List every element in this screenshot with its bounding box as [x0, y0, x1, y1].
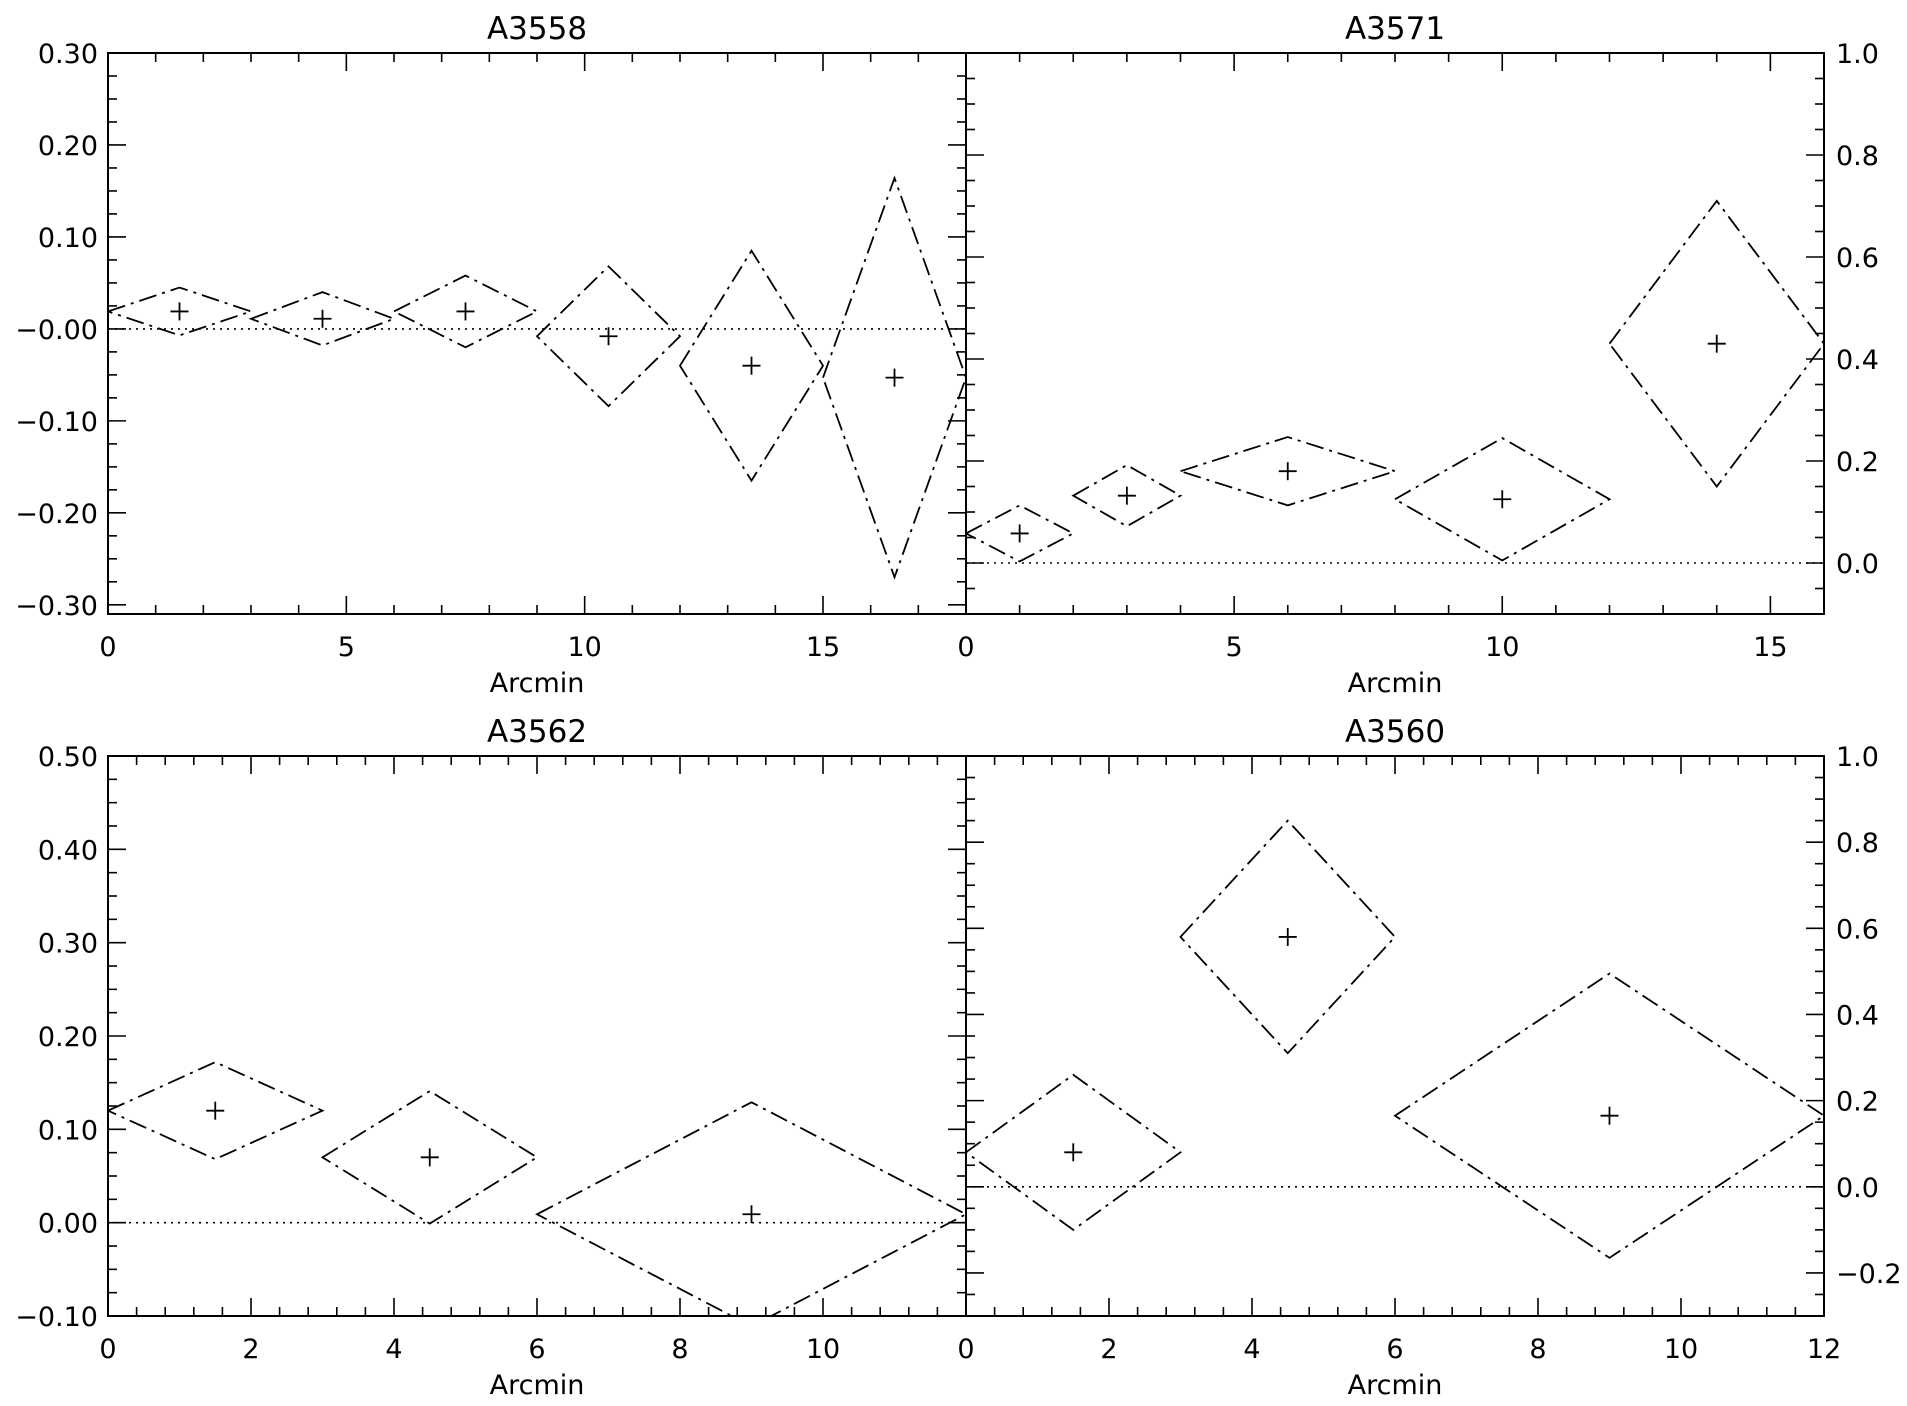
- x-tick-label: 10: [1485, 632, 1519, 663]
- y-tick-label: −0.10: [15, 407, 98, 438]
- panel-title: A3560: [1345, 714, 1445, 750]
- data-points: [966, 199, 1824, 563]
- plot-frame: [965, 755, 1825, 1317]
- error-diamond: [1179, 819, 1397, 1055]
- error-diamond: [108, 1061, 325, 1161]
- panel-title: A3571: [1345, 11, 1445, 47]
- x-tick-label: 10: [806, 1334, 840, 1365]
- x-tick-label: 0: [957, 632, 974, 663]
- plot-frame: [965, 52, 1825, 615]
- y-tick-label: 0.8: [1836, 828, 1879, 859]
- y-tick-label: 0.20: [38, 1022, 98, 1053]
- panel-title: A3558: [487, 11, 587, 47]
- y-tick-label: 0.2: [1836, 447, 1879, 478]
- x-tick-label: 8: [671, 1334, 688, 1365]
- x-tick-label: 5: [1226, 632, 1243, 663]
- y-tick-label: 0.4: [1836, 1000, 1879, 1031]
- x-tick-label: 6: [1386, 1334, 1403, 1365]
- panel-a3558: A3558 0 5 10 15 Arcmin 0.30 0.20 0.10 −0.00 −0.10 −…: [15, 11, 967, 699]
- y-tick-label: 0.10: [38, 223, 98, 254]
- y-tick-label: 0.30: [38, 39, 98, 70]
- error-diamond: [1608, 199, 1824, 488]
- y-tick-label: 1.0: [1836, 742, 1879, 773]
- error-diamond: [1071, 464, 1183, 528]
- x-tick-label: 10: [567, 632, 601, 663]
- error-diamond: [535, 265, 682, 408]
- error-diamond: [1393, 972, 1824, 1259]
- plot-frame: [107, 52, 967, 615]
- panel-a3562: A3562 0 2 4 6 8 10 Arcmin 0.50 0.40 0.30 0.20 0.10 0.…: [15, 714, 967, 1401]
- panel-a3560: A3560 0 2 4 6 8 10 12 Arcmin 1.0 0.8 0.6 0.4 0.2 0.0 −0…: [957, 714, 1901, 1401]
- x-tick-label: 12: [1807, 1334, 1841, 1365]
- x-axis-label: Arcmin: [1348, 1370, 1443, 1401]
- y-tick-label: 0.10: [38, 1115, 98, 1146]
- y-tick-label: 0.8: [1836, 141, 1879, 172]
- x-tick-label: 15: [806, 632, 840, 663]
- panel-a3571: A3571 0 5 10 15 Arcmin 1.0 0.8 0.6 0.4 0.2 0.0: [957, 11, 1879, 699]
- x-tick-label: 0: [99, 1334, 116, 1365]
- y-tick-label: 0.20: [38, 131, 98, 162]
- error-diamond: [678, 249, 825, 483]
- x-tick-label: 4: [1243, 1334, 1260, 1365]
- y-tick-label: 0.40: [38, 835, 98, 866]
- error-diamond: [822, 175, 966, 580]
- panel-title: A3562: [487, 714, 587, 750]
- data-points: [108, 1061, 966, 1316]
- y-tick-label: −0.2: [1836, 1259, 1902, 1290]
- x-tick-label: 15: [1753, 632, 1787, 663]
- error-diamond: [108, 286, 254, 337]
- y-tick-label: 0.50: [38, 742, 98, 773]
- x-tick-label: 6: [528, 1334, 545, 1365]
- x-tick-label: 8: [1529, 1334, 1546, 1365]
- data-points: [108, 175, 966, 580]
- y-tick-label: 0.00: [38, 1209, 98, 1240]
- y-tick-label: −0.00: [15, 315, 98, 346]
- x-tick-label: 2: [1100, 1334, 1117, 1365]
- y-tick-label: −0.20: [15, 499, 98, 530]
- y-tick-label: −0.30: [15, 591, 98, 622]
- x-tick-label: 2: [242, 1334, 259, 1365]
- data-points: [966, 819, 1824, 1259]
- y-tick-label: 0.2: [1836, 1087, 1879, 1118]
- error-diamond: [1177, 436, 1398, 507]
- x-tick-label: 10: [1664, 1334, 1698, 1365]
- y-tick-label: 1.0: [1836, 39, 1879, 70]
- error-diamond: [966, 504, 1076, 563]
- error-diamond: [966, 1073, 1183, 1231]
- x-tick-label: 4: [385, 1334, 402, 1365]
- error-diamond: [535, 1101, 966, 1316]
- error-diamond: [391, 274, 540, 349]
- y-tick-label: 0.6: [1836, 914, 1879, 945]
- error-diamond: [248, 291, 397, 347]
- y-tick-label: 0.30: [38, 929, 98, 960]
- x-axis-label: Arcmin: [1348, 668, 1443, 699]
- x-axis-label: Arcmin: [490, 1370, 585, 1401]
- plot-frame: [107, 755, 967, 1317]
- y-tick-label: −0.10: [15, 1302, 98, 1333]
- y-tick-label: 0.4: [1836, 345, 1879, 376]
- y-tick-label: 0.0: [1836, 549, 1879, 580]
- x-tick-label: 0: [99, 632, 116, 663]
- y-tick-label: 0.0: [1836, 1173, 1879, 1204]
- x-tick-label: 0: [957, 1334, 974, 1365]
- x-tick-label: 5: [338, 632, 355, 663]
- error-diamond: [1393, 437, 1612, 562]
- error-diamond: [320, 1090, 539, 1225]
- y-tick-label: 0.6: [1836, 243, 1879, 274]
- x-axis-label: Arcmin: [490, 668, 585, 699]
